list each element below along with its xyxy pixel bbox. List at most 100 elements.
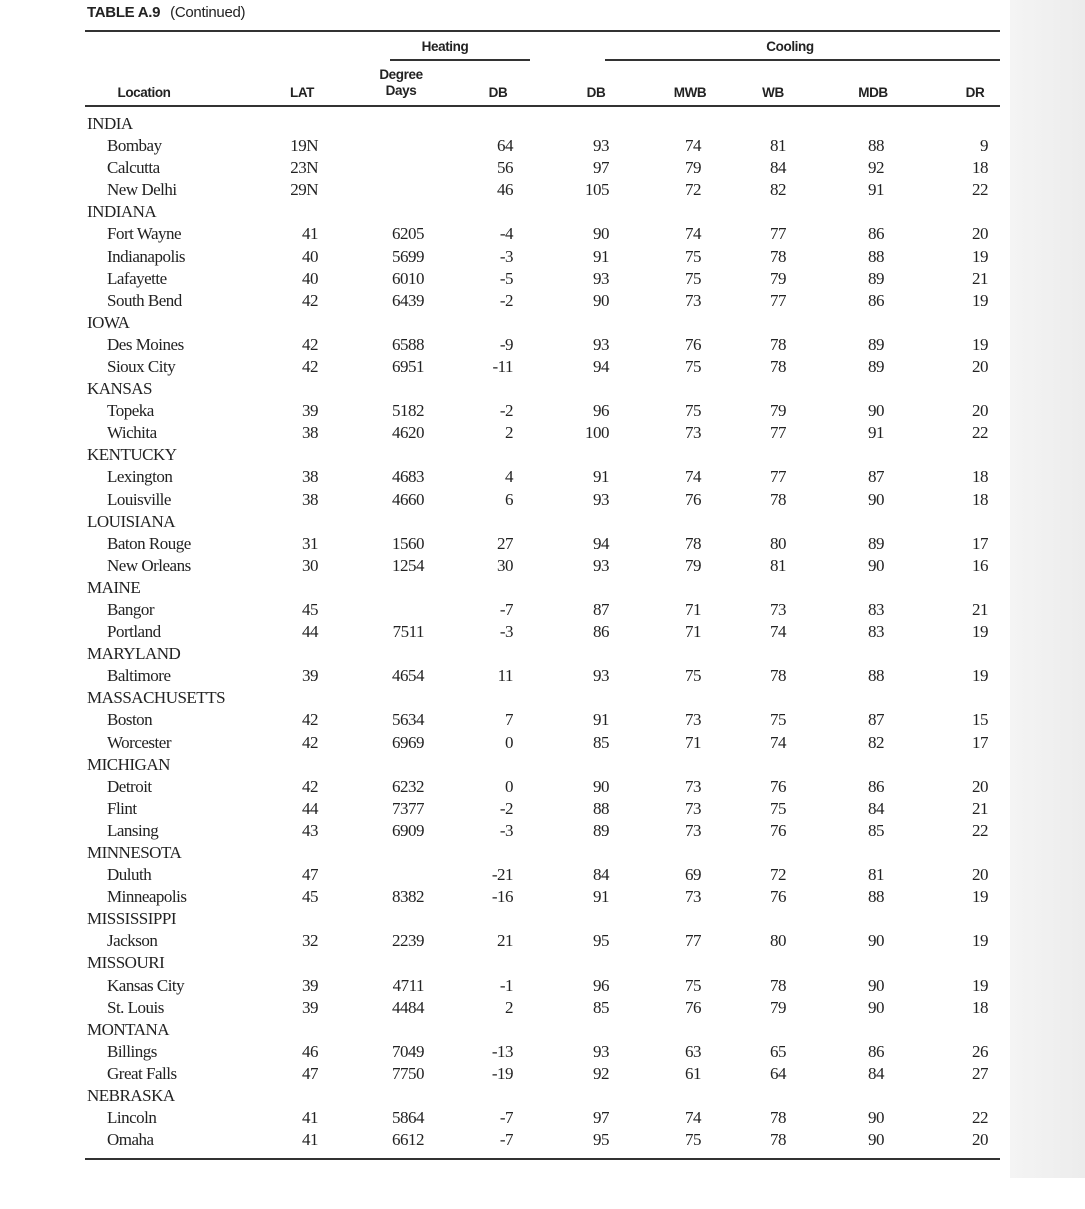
cell-degree-days: 8382 [392,887,425,907]
cell-wb: 84 [770,158,787,178]
cell-heating-db: 0 [505,732,514,752]
state-name: KENTUCKY [87,445,177,465]
city-name: Baltimore [107,666,171,686]
city-name: Boston [107,710,153,730]
cell-mdb: 91 [868,423,885,443]
cell-mdb: 84 [868,1063,885,1083]
cell-heating-db: -7 [499,1130,514,1150]
cell-heating-db: 0 [505,776,514,796]
cell-cooling-db: 93 [593,489,610,509]
cell-degree-days: 4654 [392,666,425,686]
cell-lat: 42 [302,732,319,752]
cell-degree-days: 6969 [392,732,425,752]
cell-heating-db: -5 [499,268,514,288]
cell-lat: 38 [302,423,319,443]
cell-mdb: 84 [868,798,885,818]
city-name: Wichita [107,423,157,443]
cell-dr: 19 [972,666,989,686]
state-name: MICHIGAN [87,754,170,774]
cell-mdb: 92 [868,158,885,178]
state-name: MASSACHUSETTS [87,688,226,708]
cell-mdb: 81 [868,865,885,885]
heading-heating: Heating [421,39,469,54]
cell-wb: 82 [770,180,787,200]
cell-heating-db: 11 [497,666,514,686]
cell-heating-db: -2 [499,401,514,421]
cell-mwb: 71 [685,622,702,642]
cell-heating-db: -4 [499,224,514,244]
cell-wb: 76 [770,887,787,907]
cell-lat: 43 [302,820,319,840]
city-name: Des Moines [107,334,184,354]
city-name: Lincoln [107,1108,157,1128]
cell-dr: 21 [972,599,989,619]
cell-cooling-db: 93 [593,555,610,575]
cell-mdb: 89 [868,533,885,553]
cell-mwb: 79 [685,158,702,178]
cell-mwb: 74 [685,224,702,244]
cell-cooling-db: 85 [593,732,610,752]
cell-heating-db: 21 [497,931,514,951]
cell-degree-days: 7049 [392,1041,425,1061]
cell-degree-days: 6612 [392,1130,425,1150]
cell-wb: 78 [770,246,787,266]
cell-heating-db: -7 [499,1108,514,1128]
cell-degree-days: 6205 [392,224,425,244]
cell-mdb: 82 [868,732,885,752]
cell-mdb: 89 [868,334,885,354]
cell-wb: 78 [770,356,787,376]
state-name: MISSISSIPPI [87,909,177,929]
cell-dr: 18 [972,997,989,1017]
cell-degree-days: 4620 [392,423,425,443]
col-degree-days: Degree Days [379,67,423,98]
cell-mwb: 75 [685,246,702,266]
city-name: Calcutta [107,158,160,178]
cell-cooling-db: 93 [593,1041,610,1061]
cell-lat: 45 [302,887,319,907]
cell-cooling-db: 94 [593,533,610,553]
cell-dr: 19 [972,975,989,995]
city-name: New Orleans [107,555,191,575]
table-title: TABLE A.9 (Continued) [87,4,246,21]
cell-degree-days: 6588 [392,334,425,354]
heating-rule [390,59,530,61]
cell-lat: 42 [302,356,319,376]
cell-dr: 18 [972,489,989,509]
cell-cooling-db: 85 [593,997,610,1017]
cell-heating-db: -21 [491,865,514,885]
cell-heating-db: -7 [499,599,514,619]
cell-wb: 74 [770,732,787,752]
cell-lat: 31 [302,533,319,553]
cell-lat: 47 [302,865,319,885]
cell-heating-db: 27 [497,533,514,553]
cell-heating-db: -9 [499,334,514,354]
cell-wb: 78 [770,666,787,686]
cell-mdb: 88 [868,246,885,266]
state-name: MAINE [87,577,141,597]
cell-degree-days: 4683 [392,467,425,487]
cell-mwb: 73 [685,798,702,818]
cell-dr: 20 [972,1130,989,1150]
cell-dr: 18 [972,158,989,178]
cell-mdb: 91 [868,180,885,200]
cell-mwb: 78 [685,533,702,553]
cell-lat: 39 [302,975,319,995]
cell-mwb: 74 [685,467,702,487]
cell-heating-db: 6 [505,489,514,509]
cell-degree-days: 5864 [392,1108,425,1128]
cell-mdb: 87 [868,710,885,730]
cell-mdb: 86 [868,224,885,244]
cell-cooling-db: 91 [593,467,610,487]
cell-mdb: 89 [868,268,885,288]
cell-lat: 42 [302,334,319,354]
cell-dr: 19 [972,622,989,642]
col-cooling-db: DB [586,85,606,100]
state-name: MINNESOTA [87,842,182,862]
cell-lat: 23N [290,158,318,178]
cell-lat: 47 [302,1063,319,1083]
cell-mwb: 73 [685,423,702,443]
cell-cooling-db: 97 [593,158,610,178]
cell-dr: 22 [972,820,989,840]
city-name: Sioux City [107,356,176,376]
cell-mwb: 75 [685,666,702,686]
